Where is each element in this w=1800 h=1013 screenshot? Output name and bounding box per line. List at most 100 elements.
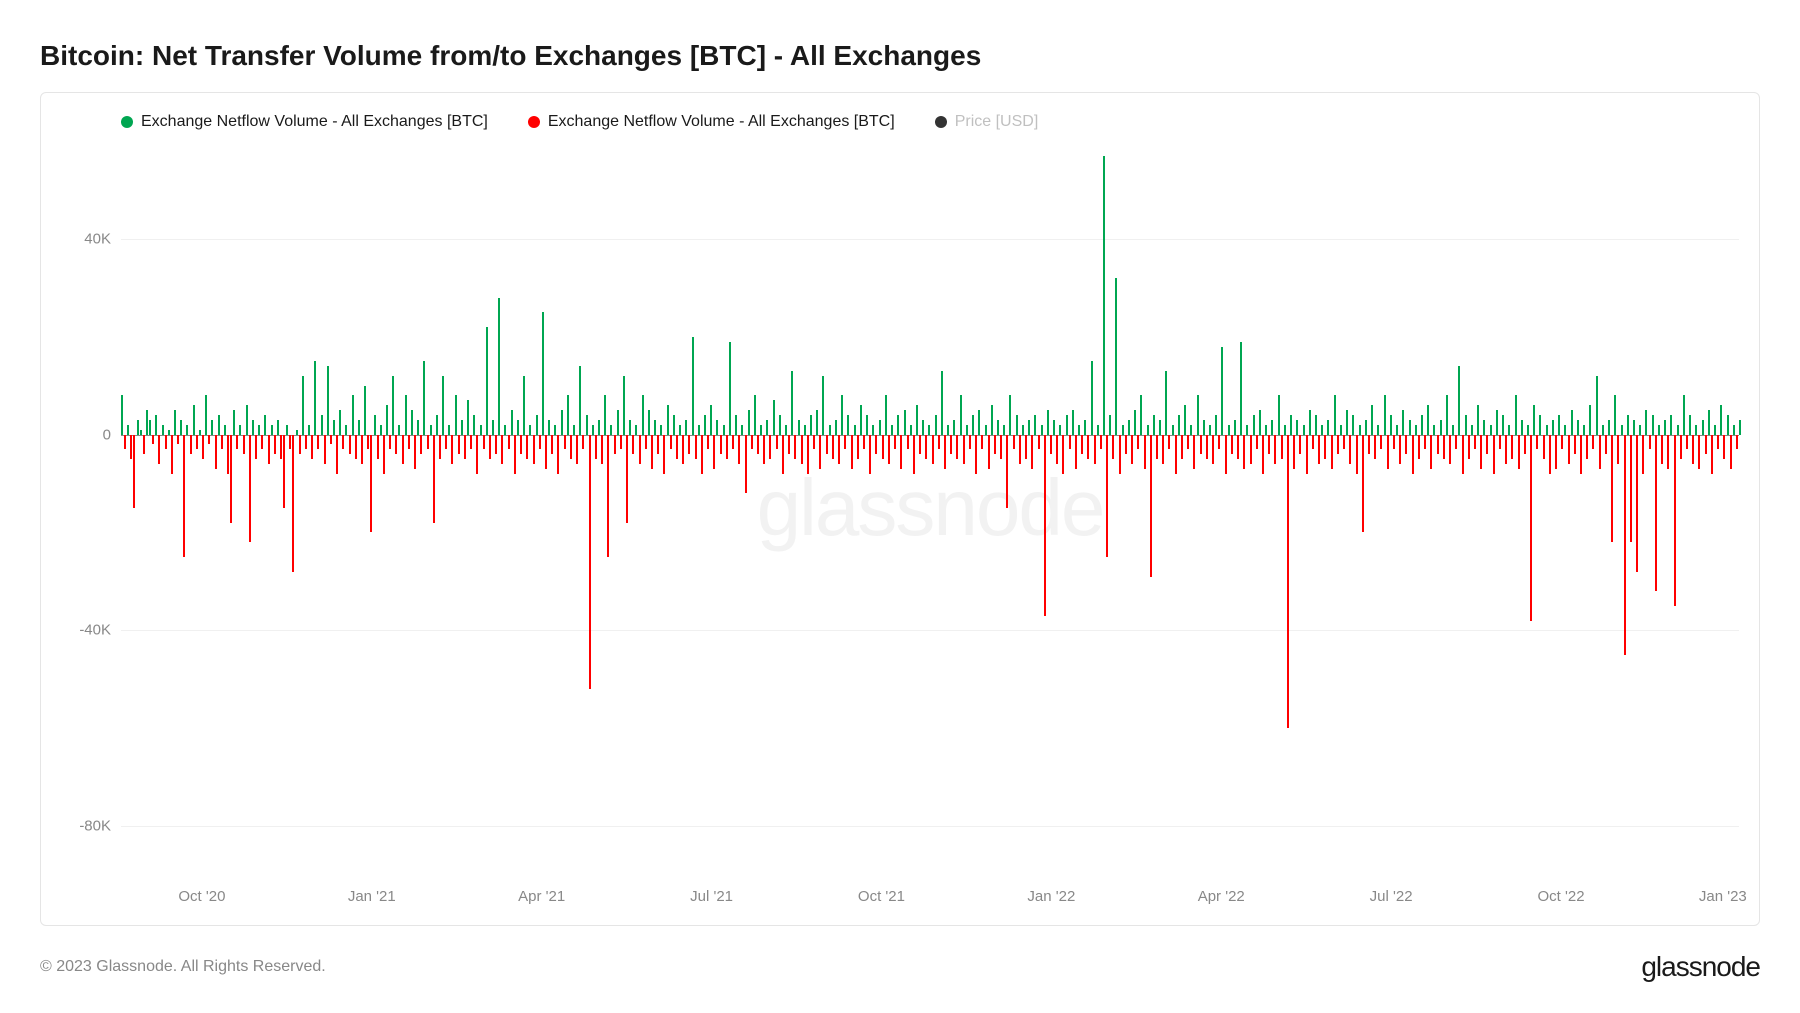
data-bar bbox=[757, 435, 759, 455]
data-bar bbox=[866, 415, 868, 435]
data-bar bbox=[1502, 415, 1504, 435]
data-bar bbox=[464, 435, 466, 459]
data-bar bbox=[1368, 435, 1370, 455]
data-bar bbox=[183, 435, 185, 557]
data-bar bbox=[875, 435, 877, 455]
data-bar bbox=[1190, 425, 1192, 435]
data-bar bbox=[963, 435, 965, 464]
data-bar bbox=[688, 435, 690, 455]
data-bar bbox=[872, 425, 874, 435]
data-bar bbox=[1530, 435, 1532, 621]
legend-item-positive[interactable]: Exchange Netflow Volume - All Exchanges … bbox=[121, 113, 488, 131]
data-bar bbox=[1421, 415, 1423, 435]
data-bar bbox=[1521, 420, 1523, 435]
data-bar bbox=[1262, 435, 1264, 474]
data-bar bbox=[1066, 415, 1068, 435]
data-bar bbox=[427, 435, 429, 450]
data-bar bbox=[1287, 435, 1289, 729]
data-bar bbox=[798, 420, 800, 435]
data-bar bbox=[1050, 435, 1052, 455]
data-bar bbox=[249, 435, 251, 543]
data-bar bbox=[723, 425, 725, 435]
data-bar bbox=[177, 435, 179, 445]
data-bar bbox=[380, 425, 382, 435]
data-bar bbox=[1539, 415, 1541, 435]
data-bar bbox=[408, 435, 410, 450]
data-bar bbox=[1306, 435, 1308, 474]
data-bar bbox=[1577, 420, 1579, 435]
data-bar bbox=[405, 395, 407, 434]
data-bar bbox=[274, 435, 276, 455]
data-bar bbox=[1627, 415, 1629, 435]
data-bar bbox=[383, 435, 385, 474]
data-bar bbox=[345, 425, 347, 435]
data-bar bbox=[950, 435, 952, 455]
data-bar bbox=[1034, 415, 1036, 435]
data-bar bbox=[748, 410, 750, 434]
data-bar bbox=[1218, 435, 1220, 450]
data-bar bbox=[1253, 415, 1255, 435]
data-bar bbox=[1655, 435, 1657, 592]
data-bar bbox=[1493, 435, 1495, 474]
data-bar bbox=[1246, 425, 1248, 435]
data-bar bbox=[1692, 435, 1694, 464]
data-bar bbox=[133, 435, 135, 508]
data-bar bbox=[1583, 425, 1585, 435]
data-bar bbox=[1483, 420, 1485, 435]
data-bar bbox=[804, 425, 806, 435]
data-bar bbox=[1571, 410, 1573, 434]
legend-item-price[interactable]: Price [USD] bbox=[935, 113, 1039, 131]
data-bar bbox=[1639, 425, 1641, 435]
data-bar bbox=[402, 435, 404, 464]
data-bar bbox=[863, 435, 865, 450]
data-bar bbox=[1624, 435, 1626, 655]
data-bar bbox=[1234, 420, 1236, 435]
legend-item-negative[interactable]: Exchange Netflow Volume - All Exchanges … bbox=[528, 113, 895, 131]
data-bar bbox=[261, 435, 263, 450]
data-bar bbox=[904, 410, 906, 434]
data-bar bbox=[324, 435, 326, 464]
x-axis-label: Apr '22 bbox=[1198, 888, 1245, 905]
data-bar bbox=[377, 435, 379, 459]
data-bar bbox=[436, 415, 438, 435]
data-bar bbox=[779, 415, 781, 435]
data-bar bbox=[629, 420, 631, 435]
data-bar bbox=[1137, 435, 1139, 450]
data-bar bbox=[202, 435, 204, 459]
data-bar bbox=[448, 425, 450, 435]
data-bar bbox=[938, 435, 940, 450]
data-bar bbox=[1533, 405, 1535, 434]
data-bar bbox=[966, 425, 968, 435]
data-bar bbox=[504, 425, 506, 435]
data-bar bbox=[1041, 425, 1043, 435]
data-bar bbox=[542, 312, 544, 434]
data-bar bbox=[1019, 435, 1021, 464]
y-axis-label: -40K bbox=[61, 622, 111, 639]
data-bar bbox=[978, 410, 980, 434]
data-bar bbox=[321, 415, 323, 435]
data-bar bbox=[1334, 395, 1336, 434]
data-bar bbox=[218, 415, 220, 435]
data-bar bbox=[975, 435, 977, 474]
data-bar bbox=[1670, 415, 1672, 435]
data-bar bbox=[900, 435, 902, 469]
data-bar bbox=[1446, 395, 1448, 434]
data-bar bbox=[495, 435, 497, 455]
data-bar bbox=[1689, 415, 1691, 435]
data-bar bbox=[919, 435, 921, 455]
data-bar bbox=[364, 386, 366, 435]
data-bar bbox=[732, 435, 734, 450]
data-bar bbox=[1661, 435, 1663, 464]
data-bar bbox=[1564, 425, 1566, 435]
data-bar bbox=[165, 435, 167, 450]
data-bar bbox=[342, 435, 344, 450]
data-bar bbox=[1645, 410, 1647, 434]
data-bar bbox=[233, 410, 235, 434]
data-bar bbox=[1324, 435, 1326, 459]
data-bar bbox=[1119, 435, 1121, 474]
data-bar bbox=[1377, 425, 1379, 435]
data-bar bbox=[801, 435, 803, 464]
data-bar bbox=[1511, 435, 1513, 459]
data-bar bbox=[1680, 435, 1682, 459]
data-bar bbox=[617, 410, 619, 434]
